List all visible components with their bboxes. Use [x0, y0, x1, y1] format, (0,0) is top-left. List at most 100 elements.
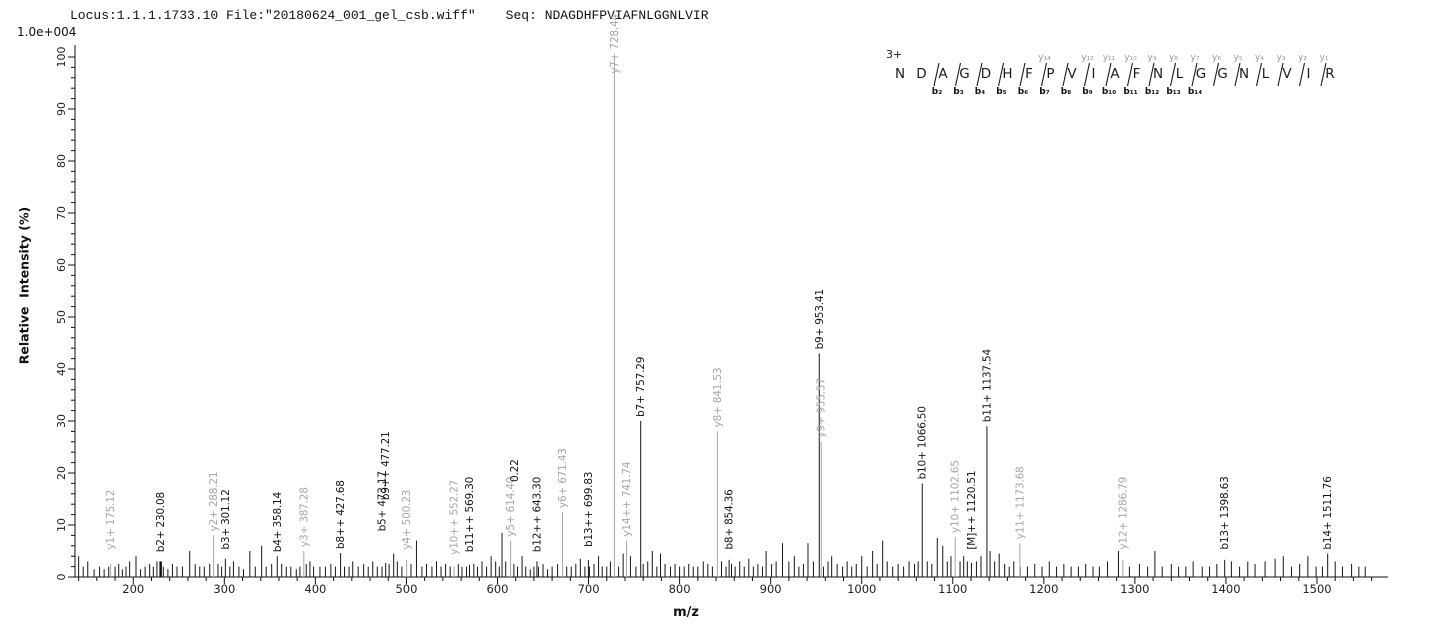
- b-ion-label: b₈: [1061, 87, 1071, 97]
- peak-label: b11+ 1137.54: [981, 348, 993, 422]
- y-tick-label: 0: [55, 574, 68, 581]
- peak-label: y4+ 500.23: [401, 490, 413, 550]
- peak-label: y12+ 1286.79: [1117, 477, 1129, 550]
- cleavage-mark: [976, 62, 983, 87]
- peak-label: y6+ 671.43: [557, 448, 569, 508]
- peak-label: b10+ 1066.50: [917, 406, 929, 479]
- x-axis-title: m/z: [673, 605, 699, 620]
- y-ion-label: y₉: [1148, 53, 1157, 63]
- residue-letter: N: [1239, 66, 1249, 82]
- b-ion-label: b₃: [953, 87, 963, 97]
- cleavage-mark: [1019, 62, 1026, 87]
- x-tick-label: 1500: [1302, 582, 1331, 596]
- peak-label: b3+ 301.12: [220, 489, 232, 549]
- x-tick-label: 800: [669, 582, 691, 596]
- y-ion-label: y₇: [1191, 53, 1200, 63]
- peak-label: b12++ 643.30: [531, 477, 543, 552]
- x-tick-label: 500: [395, 582, 417, 596]
- residue-letter: H: [1002, 66, 1012, 82]
- y-tick-label: 60: [55, 258, 68, 272]
- peak-label: b11++ 569.30: [464, 477, 476, 552]
- peak-label: y10++ 552.27: [449, 480, 461, 555]
- residue-letter: P: [1046, 66, 1054, 82]
- x-tick-label: 1100: [938, 582, 967, 596]
- peak-label: y8+ 841.53: [712, 368, 724, 428]
- x-axis-ticks: 200 300 400 500 600 700 800 900 1000 1100 1200 1300…: [78, 577, 1373, 596]
- x-tick-label: 1000: [847, 582, 876, 596]
- x-tick-label: 200: [122, 582, 144, 596]
- ion-peaks: [110, 57, 1329, 577]
- peak-label: b8++ 427.68: [335, 480, 347, 549]
- peak-label: b13++ 699.83: [583, 472, 595, 547]
- x-tick-label: 1400: [1211, 582, 1240, 596]
- y-ion-label: y₈: [1169, 53, 1178, 63]
- x-tick-label: 900: [760, 582, 782, 596]
- cleavage-mark: [1234, 62, 1241, 87]
- peak-label: y5+ 614.40: [505, 477, 517, 537]
- cleavage-mark: [1191, 62, 1198, 87]
- b-ion-label: b₁₀: [1102, 87, 1116, 97]
- y-ion-label: y₄: [1255, 53, 1264, 63]
- residue-letter: F: [1133, 66, 1141, 82]
- x-tick-label: 1300: [1120, 582, 1149, 596]
- peak-label: b9++ 477.21: [380, 431, 392, 500]
- residue-letter: R: [1325, 66, 1334, 82]
- y-ion-label: y₁₁: [1103, 53, 1116, 63]
- header-locus-file: Locus:1.1.1.1733.10 File:"20180624_001_g…: [70, 8, 476, 23]
- peak-label: y14++ 741.74: [621, 461, 633, 536]
- seq-value: NDAGDHFPVIAFNLGGNLVIR: [544, 8, 709, 23]
- residue-letter: G: [1217, 66, 1227, 82]
- b-ion-label: b₁₃: [1166, 87, 1180, 97]
- residue-letter: D: [916, 66, 926, 82]
- header: Locus:1.1.1.1733.10 File:"20180624_001_g…: [70, 8, 709, 23]
- b-ion-label: b₁₁: [1123, 87, 1137, 97]
- residue-letter: G: [959, 66, 969, 82]
- y-ion-label: y₁₄: [1038, 53, 1051, 63]
- cleavage-mark: [954, 62, 962, 87]
- peak-label: b5+ 473.17: [377, 471, 389, 531]
- peak-labels: y1+ 175.12 b2+ 230.08 y2+ 288.21 b3+ 301.12…: [105, 14, 1334, 555]
- peak-label: y9+ 955.57: [816, 378, 828, 438]
- y-ion-label: y₅: [1234, 53, 1243, 63]
- residue-letter: L: [1262, 66, 1270, 82]
- residue-letter: N: [1153, 66, 1163, 82]
- b-ion-label: b₄: [975, 87, 985, 97]
- residue-letter: A: [1110, 66, 1120, 82]
- y-ion-label: y₃: [1277, 53, 1286, 63]
- peak-label: y10+ 1102.65: [950, 460, 962, 533]
- residue-letter: F: [1025, 66, 1033, 82]
- cleavage-mark: [1277, 62, 1284, 87]
- y-tick-label: 100: [55, 47, 68, 68]
- cleavage-mark: [997, 62, 1005, 87]
- peak-label: y7+ 728.44: [609, 14, 621, 74]
- y-ion-label: y₁₂: [1081, 53, 1094, 63]
- residue-letter: V: [1067, 66, 1077, 82]
- residue-letter: I: [1092, 66, 1096, 82]
- y-tick-label: 90: [55, 102, 68, 116]
- cleavage-mark: [1320, 62, 1327, 87]
- peak-label: b9+ 953.41: [814, 289, 826, 349]
- noise-peaks: [78, 532, 1366, 577]
- b-ion-label: b₉: [1082, 87, 1092, 97]
- b-ion-label: b₁₂: [1145, 87, 1159, 97]
- y-axis-ticks: 0 10 20 30 40 50 60 70 80 90 100: [55, 47, 75, 581]
- y-tick-label: 20: [55, 466, 68, 480]
- cleavage-mark: [1212, 62, 1220, 87]
- b-ion-label: b₆: [1018, 87, 1028, 97]
- peak-label: b13+ 1398.63: [1219, 476, 1231, 549]
- peak-label: b7+ 757.29: [635, 357, 647, 417]
- peak-extra-label: 0.22: [509, 459, 521, 482]
- y-tick-label: 40: [55, 362, 68, 376]
- header-seq: Seq: NDAGDHFPVIAFNLGGNLVIR: [506, 8, 709, 23]
- cleavage-mark: [1040, 62, 1048, 87]
- b-ion-label: b₁₄: [1188, 87, 1202, 97]
- residue-letter: V: [1282, 66, 1292, 82]
- cleavage-mark: [1126, 62, 1134, 87]
- residue-letter: G: [1196, 66, 1206, 82]
- residue-letter: A: [938, 66, 948, 82]
- cleavage-mark: [933, 62, 940, 87]
- x-tick-label: 700: [578, 582, 600, 596]
- residue-letter: N: [895, 66, 905, 82]
